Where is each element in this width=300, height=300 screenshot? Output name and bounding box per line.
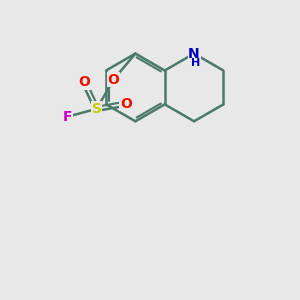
Text: S: S <box>92 102 102 116</box>
Text: H: H <box>191 58 200 68</box>
Text: F: F <box>63 110 73 124</box>
Text: O: O <box>78 75 90 89</box>
Text: O: O <box>120 97 132 111</box>
Text: O: O <box>108 73 120 86</box>
Text: N: N <box>188 46 200 61</box>
